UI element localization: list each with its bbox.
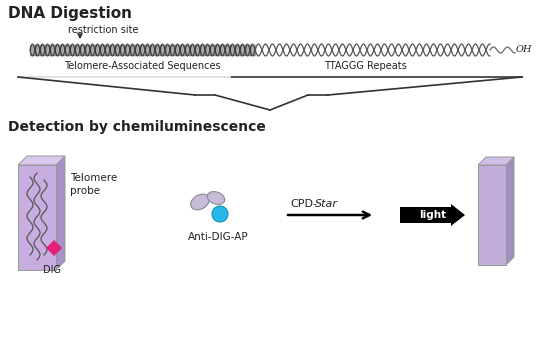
FancyArrow shape	[400, 204, 465, 226]
Text: light: light	[419, 210, 446, 220]
Polygon shape	[46, 240, 62, 256]
Text: Star: Star	[315, 199, 338, 209]
Text: Anti-DIG-AP: Anti-DIG-AP	[188, 232, 249, 242]
Text: restriction site: restriction site	[68, 25, 138, 35]
Text: TTAGGG Repeats: TTAGGG Repeats	[324, 61, 406, 71]
Ellipse shape	[190, 194, 209, 210]
Text: CPD-: CPD-	[290, 199, 317, 209]
Ellipse shape	[207, 192, 225, 204]
Text: DNA Digestion: DNA Digestion	[8, 6, 132, 21]
Bar	[478, 165, 506, 265]
Polygon shape	[18, 156, 65, 165]
Text: OH: OH	[516, 45, 532, 54]
Text: Detection by chemiluminescence: Detection by chemiluminescence	[8, 120, 266, 134]
Bar	[18, 165, 56, 270]
Polygon shape	[506, 157, 514, 265]
Polygon shape	[56, 156, 65, 270]
Text: DIG: DIG	[43, 265, 61, 275]
Polygon shape	[478, 157, 514, 165]
Text: Telomere
probe: Telomere probe	[70, 173, 117, 196]
Circle shape	[212, 206, 228, 222]
Text: Telomere-Associated Sequences: Telomere-Associated Sequences	[64, 61, 220, 71]
